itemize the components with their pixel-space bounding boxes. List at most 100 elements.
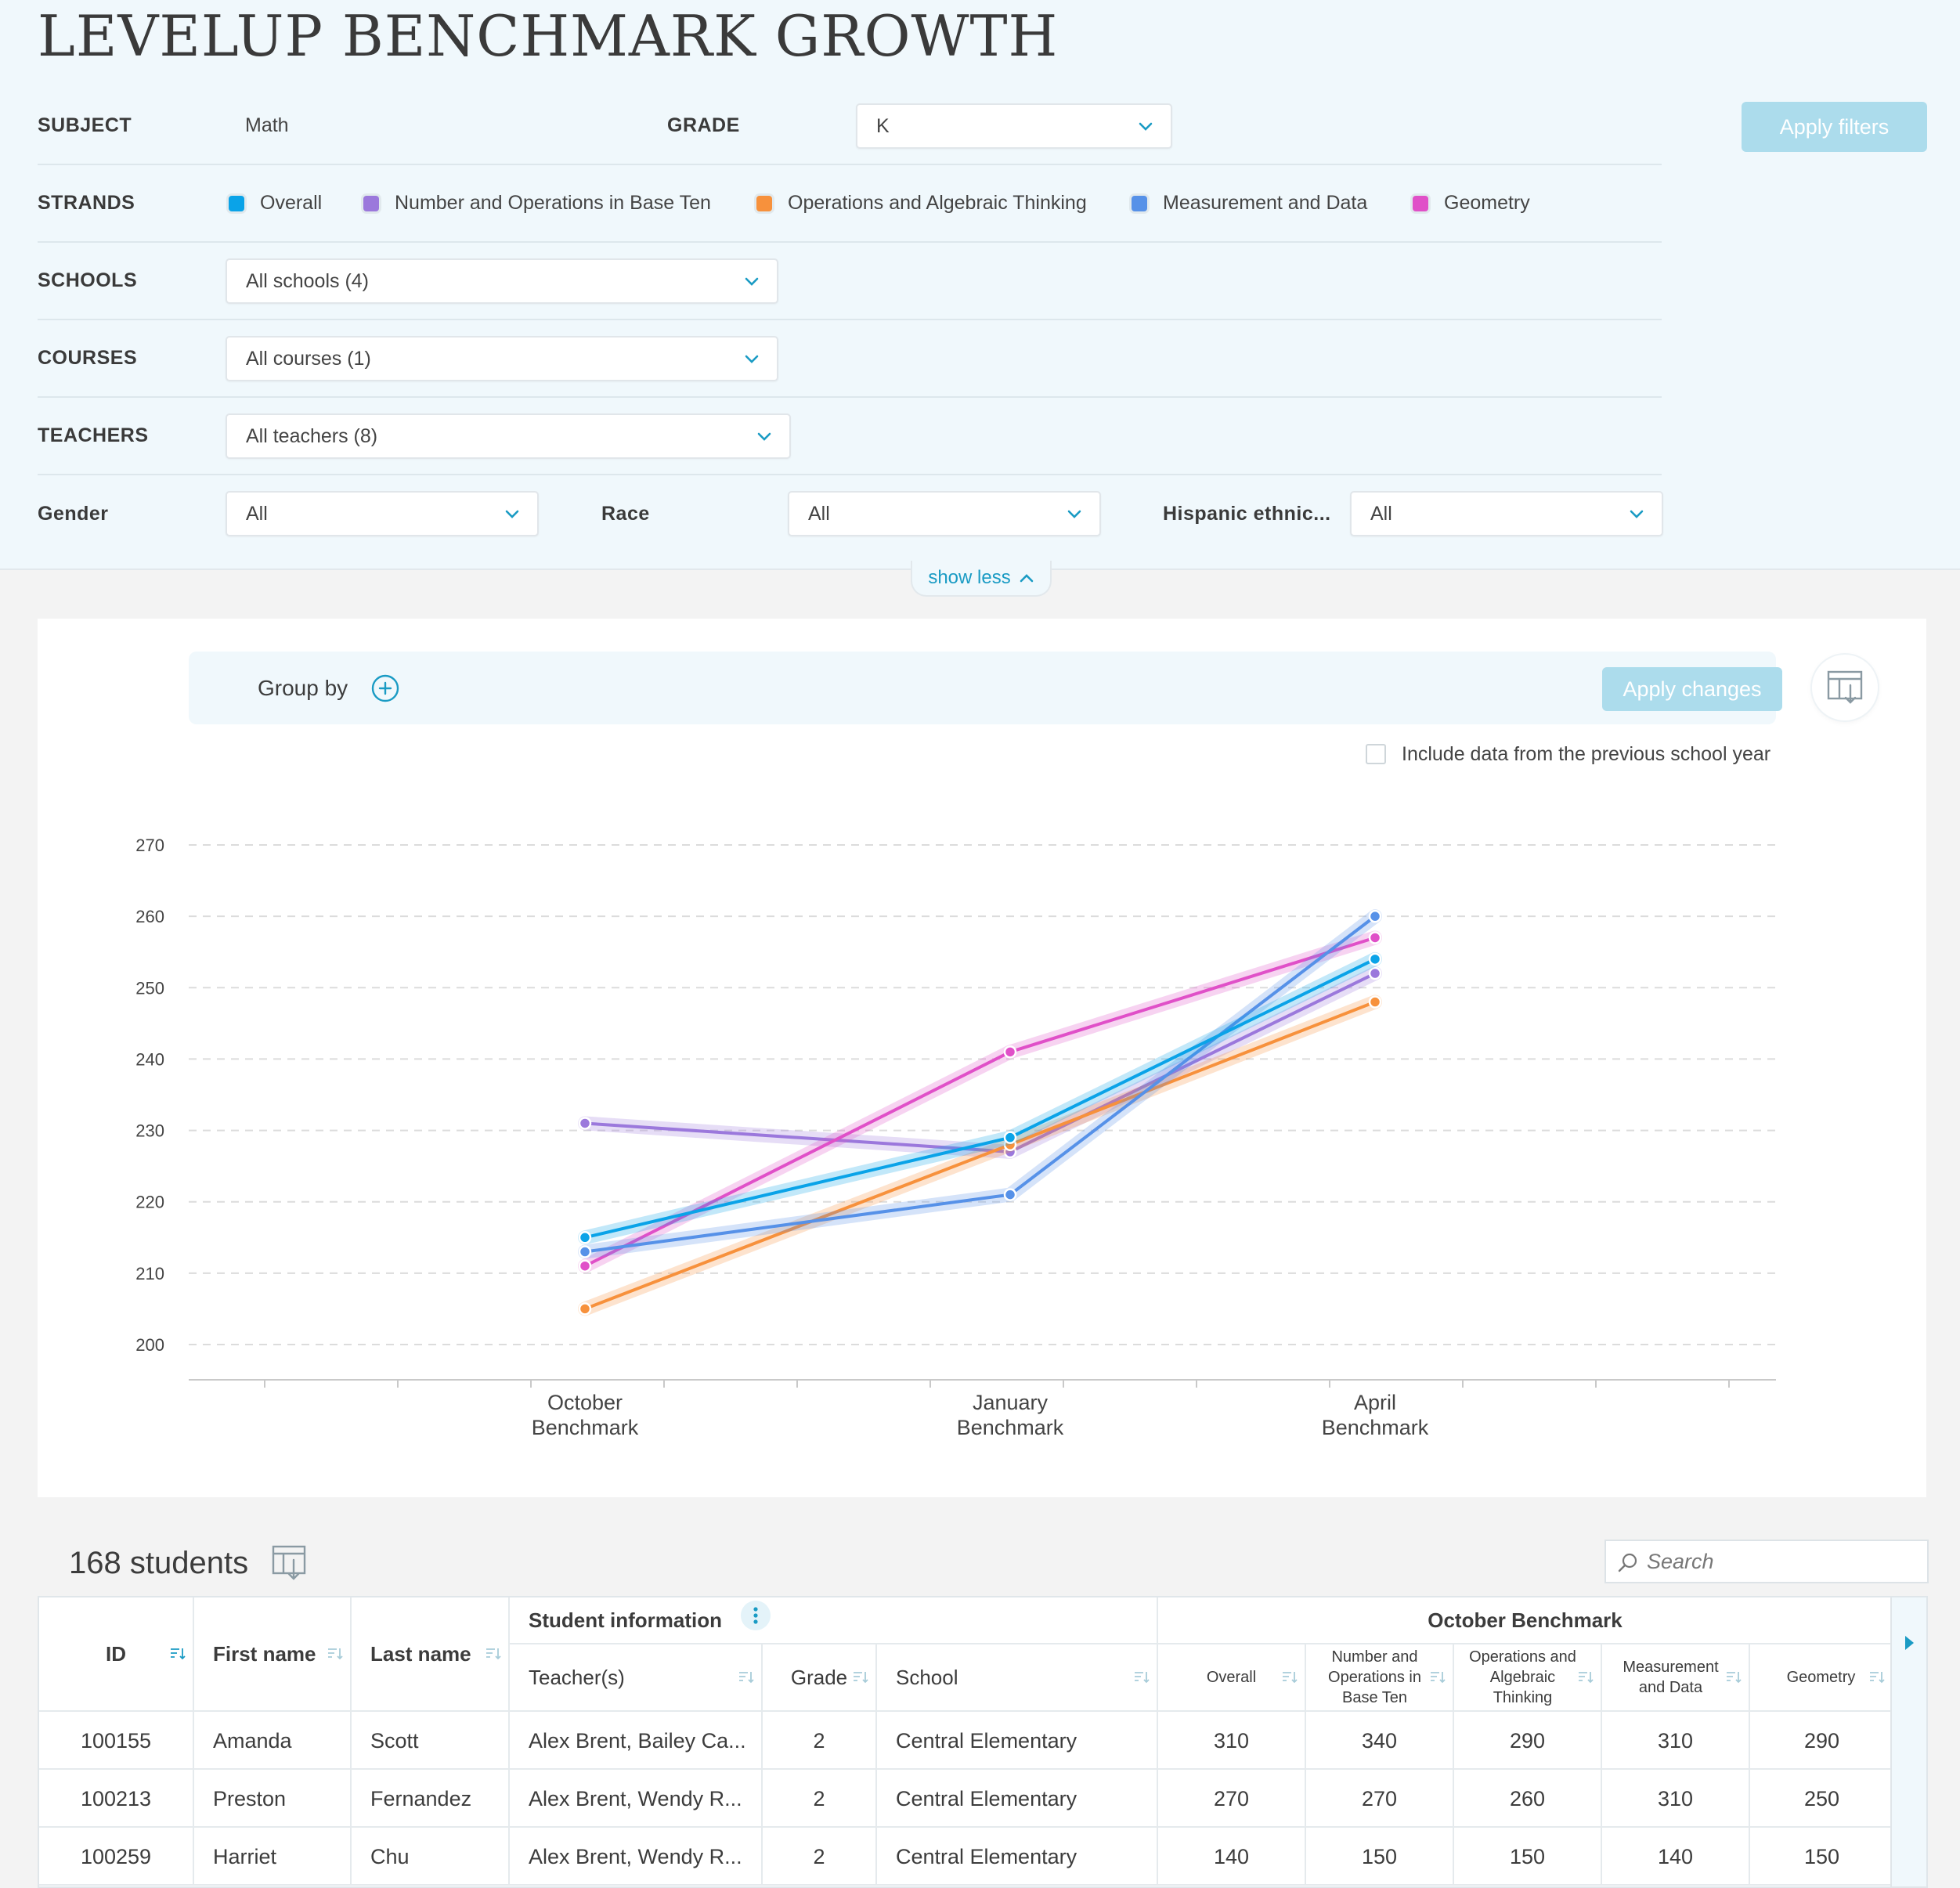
y-tick-label: 240 [135,1049,164,1069]
filter-panel: LEVELUP BENCHMARK GROWTH SUBJECT Math GR… [0,0,1960,570]
export-table-icon[interactable] [270,1543,309,1582]
header-label: Number and Operations in Base Ten [1328,1648,1421,1706]
data-point [1368,931,1382,944]
gender-select[interactable]: All [226,491,539,536]
strand-number-operations[interactable]: Number and Operations in Base Ten [363,165,711,241]
sort-icon[interactable] [1429,1670,1446,1684]
strand-overall[interactable]: Overall [229,165,322,241]
sort-icon[interactable] [1281,1670,1298,1684]
header-label: School [896,1665,958,1689]
cell-teachers: Alex Brent, Bailey Ca... [510,1712,763,1770]
cell-first-name: Amanda [194,1712,352,1770]
cell-grade: 2 [763,1712,877,1770]
column-header-measurement-data[interactable]: Measurement and Data [1602,1644,1750,1712]
data-point [578,1231,592,1244]
checkbox-box[interactable] [1366,744,1386,764]
x-tick-label: October Benchmark [532,1391,639,1439]
previous-year-checkbox[interactable]: Include data from the previous school ye… [1366,736,1770,772]
page-title: LEVELUP BENCHMARK GROWTH [38,3,1059,69]
caret-right-icon [1905,1636,1914,1650]
sort-icon[interactable] [738,1670,755,1684]
sort-icon[interactable] [169,1647,186,1661]
group-by-label: Group by [258,675,348,700]
table-scroll-right-button[interactable] [1892,1596,1928,1888]
chart-card: 200 210 220 230 240 250 260 270 October Benchmark… [38,619,1926,1497]
strand-measurement-data[interactable]: Measurement and Data [1132,165,1367,241]
header-label: Student information [529,1608,722,1632]
demographics-row: Gender All Race All Hispanic ethnic... A… [38,475,1663,553]
sort-icon[interactable] [327,1647,344,1661]
strand-operations-algebraic[interactable]: Operations and Algebraic Thinking [756,165,1087,241]
subject-grade-row: SUBJECT Math GRADE K [38,88,1662,165]
table-row[interactable]: 100213 Preston Fernandez Alex Brent, Wen… [39,1770,1890,1828]
column-header-id[interactable]: ID [39,1597,194,1712]
export-table-icon [1827,670,1863,704]
sort-icon[interactable] [1133,1670,1150,1684]
cell-last-name: Scott [352,1712,510,1770]
y-tick-label: 270 [135,836,164,855]
search-input[interactable]: Search [1604,1540,1929,1583]
teachers-row: TEACHERS All teachers (8) [38,398,1662,475]
courses-select[interactable]: All courses (1) [226,336,778,381]
subject-label: SUBJECT [38,114,132,136]
cell-last-name: Chu [352,1828,510,1886]
cell-first-name: Preston [194,1770,352,1828]
column-header-grade[interactable]: Grade [763,1644,877,1712]
chevron-up-icon [1020,574,1033,583]
grade-select[interactable]: K [856,103,1172,149]
show-less-label: show less [928,567,1011,588]
column-header-overall[interactable]: Overall [1158,1644,1306,1712]
race-select[interactable]: All [788,491,1101,536]
sort-icon[interactable] [1577,1670,1594,1684]
cell-overall: 270 [1158,1770,1306,1828]
apply-filters-button[interactable]: Apply filters [1742,102,1927,152]
teachers-select[interactable]: All teachers (8) [226,413,791,459]
cell-measurement-data: 310 [1602,1770,1750,1828]
chevron-down-icon [1139,122,1153,131]
chart-export-button[interactable] [1812,655,1878,720]
strand-label: Geometry [1444,192,1530,214]
courses-label: COURSES [38,347,138,369]
strand-label: Operations and Algebraic Thinking [788,192,1087,214]
column-header-last-name[interactable]: Last name [352,1597,510,1712]
header-label: October Benchmark [1428,1608,1623,1632]
chevron-down-icon [757,432,771,441]
cell-school: Central Elementary [877,1770,1158,1828]
column-header-first-name[interactable]: First name [194,1597,352,1712]
hispanic-select[interactable]: All [1350,491,1663,536]
sort-icon[interactable] [852,1670,869,1684]
subject-value: Math [245,114,289,136]
strand-geometry[interactable]: Geometry [1413,165,1530,241]
strand-label: Number and Operations in Base Ten [395,192,711,214]
previous-year-label: Include data from the previous school ye… [1402,742,1771,765]
header-label: Last name [370,1641,471,1666]
courses-row: COURSES All courses (1) [38,320,1662,398]
column-header-school[interactable]: School [877,1644,1158,1712]
header-label: Overall [1206,1669,1257,1686]
show-less-toggle[interactable]: show less [911,561,1052,597]
sort-icon[interactable] [485,1647,502,1661]
apply-changes-button[interactable]: Apply changes [1602,667,1782,711]
y-tick-label: 210 [135,1264,164,1283]
y-tick-label: 250 [135,978,164,998]
chevron-down-icon [1630,510,1644,518]
schools-select[interactable]: All schools (4) [226,258,778,304]
table-row[interactable]: 100259 Harriet Chu Alex Brent, Wendy R..… [39,1828,1890,1886]
more-options-icon[interactable] [741,1601,771,1630]
add-group-icon[interactable] [370,673,400,703]
data-point [1368,909,1382,923]
y-tick-label: 260 [135,907,164,926]
table-row[interactable]: 100155 Amanda Scott Alex Brent, Bailey C… [39,1712,1890,1770]
gender-label: Gender [38,503,109,525]
header-label: Grade [790,1665,848,1689]
cell-overall: 140 [1158,1828,1306,1886]
column-header-teachers[interactable]: Teacher(s) [510,1644,763,1712]
data-point [1368,952,1382,966]
column-header-operations-algebraic[interactable]: Operations and Algebraic Thinking [1454,1644,1602,1712]
sort-icon[interactable] [1868,1670,1886,1684]
x-tick-label: April Benchmark [1322,1391,1429,1439]
column-header-number-operations[interactable]: Number and Operations in Base Ten [1306,1644,1454,1712]
sort-icon[interactable] [1725,1670,1742,1684]
column-header-geometry[interactable]: Geometry [1750,1644,1890,1712]
cell-overall: 310 [1158,1712,1306,1770]
